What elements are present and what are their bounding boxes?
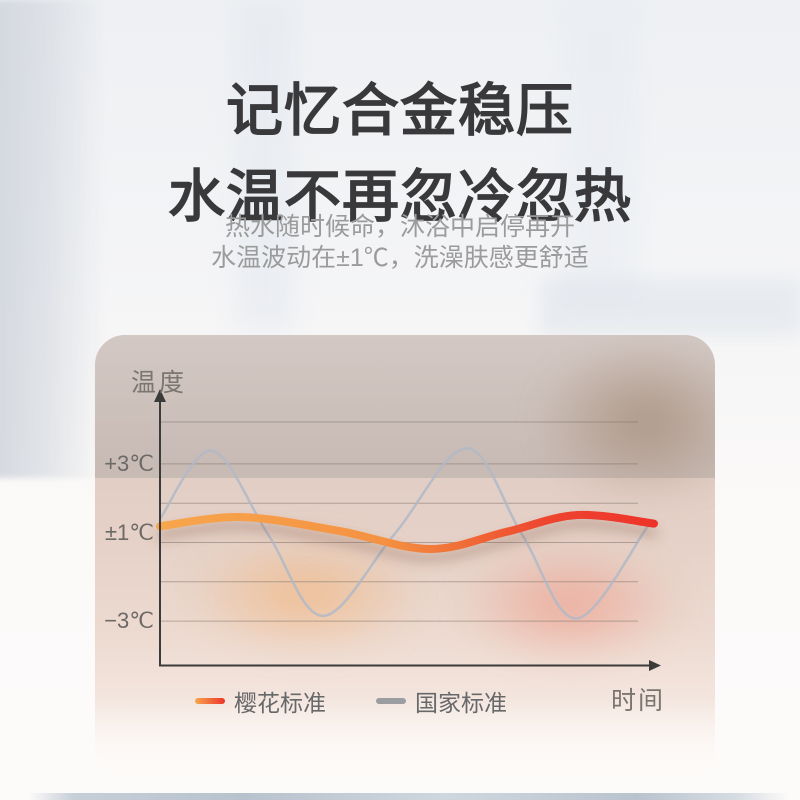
legend-swatch-national-standard	[376, 698, 406, 704]
panel-dark-blob	[490, 335, 715, 535]
page-title: 记忆合金稳压 水温不再忽冷忽热	[0, 68, 800, 240]
legend-swatch-sakura-standard	[195, 698, 225, 704]
x-axis-label: 时间	[611, 687, 666, 715]
y-tick-plus3: +3℃	[104, 450, 154, 476]
title-line-2: 水温不再忽冷忽热	[168, 165, 632, 230]
y-tick-minus3: −3℃	[104, 608, 154, 634]
next-section-edge	[28, 793, 790, 800]
subtitle-line-1: 热水随时候命，沐浴中启停再开	[224, 213, 575, 241]
background-blur-left	[0, 0, 105, 478]
y-tick-plusminus1: ±1℃	[104, 520, 154, 546]
y-axis-label: 温度	[131, 369, 188, 397]
background-blur-window-2	[560, 0, 640, 300]
background-blur-window-1	[235, 0, 295, 330]
subtitle-line-2: 水温波动在±1℃，洗澡肤感更舒适	[211, 244, 589, 272]
legend-label-sakura-standard: 樱花标准	[234, 690, 326, 716]
legend-item-national-standard: 国家标准	[376, 684, 507, 718]
page-subtitle: 热水随时候命，沐浴中启停再开 水温波动在±1℃，洗澡肤感更舒适	[0, 212, 800, 274]
legend-label-national-standard: 国家标准	[415, 690, 507, 716]
title-line-1: 记忆合金稳压	[226, 79, 574, 144]
panel-bottom-fade	[95, 696, 715, 776]
legend-item-sakura-standard: 樱花标准	[195, 684, 326, 718]
warm-glow-right	[410, 520, 715, 690]
background-blur-band-right	[540, 278, 800, 336]
chart-legend: 樱花标准 国家标准	[195, 684, 507, 718]
